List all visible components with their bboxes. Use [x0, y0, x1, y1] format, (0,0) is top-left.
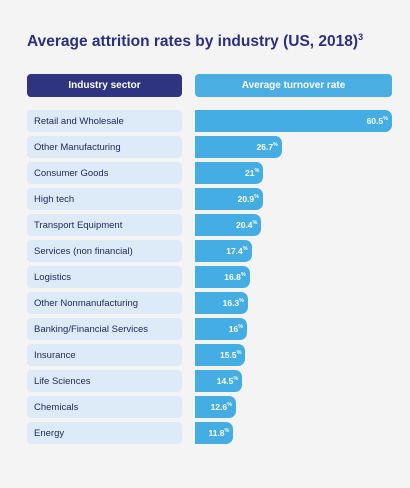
bar	[195, 214, 262, 236]
category-label: Life Sciences	[27, 370, 182, 392]
data-label: 20.9%	[237, 194, 260, 204]
bar	[195, 292, 249, 314]
bar	[195, 318, 248, 340]
data-label: 26.7%	[256, 142, 278, 152]
data-label: 16%	[228, 324, 244, 334]
bar	[195, 396, 237, 418]
category-label: Other Nonmanufacturing	[27, 292, 182, 314]
data-label: 14.5%	[216, 376, 239, 386]
chart-title-text: Average attrition rates by industry (US,…	[27, 33, 359, 50]
bar	[195, 344, 246, 366]
data-label: 20.4%	[235, 220, 258, 230]
header-industry-sector: Industry sector	[27, 74, 182, 97]
category-label: Other Manufacturing	[27, 136, 182, 158]
category-label: Banking/Financial Services	[27, 318, 182, 340]
category-label: Services (non financial)	[27, 240, 182, 262]
data-label: 16.8%	[224, 272, 246, 282]
category-label: Energy	[27, 422, 182, 444]
category-label: Retail and Wholesale	[27, 110, 182, 132]
bar	[195, 136, 282, 158]
category-label: High tech	[27, 188, 182, 210]
bar	[195, 188, 264, 210]
bar	[195, 162, 264, 184]
bar	[195, 266, 250, 288]
data-label: 11.8%	[208, 428, 230, 438]
data-label: 15.5%	[220, 350, 242, 360]
category-label: Logistics	[27, 266, 182, 288]
header-average-turnover-rate: Average turnover rate	[195, 74, 392, 97]
bar	[195, 422, 234, 444]
data-label: 16.3%	[222, 298, 245, 308]
category-label: Chemicals	[27, 396, 182, 418]
data-label: 21%	[245, 168, 260, 178]
title-footnote-marker: 3	[358, 31, 364, 42]
chart-title: Average attrition rates by industry (US,…	[27, 31, 364, 51]
category-label: Insurance	[27, 344, 182, 366]
data-label: 12.6%	[210, 402, 233, 412]
bar	[195, 240, 252, 262]
bar	[195, 110, 392, 132]
bar	[195, 370, 243, 392]
data-label: 17.4%	[226, 246, 248, 256]
data-label: 60.5%	[366, 116, 388, 126]
category-label: Consumer Goods	[27, 162, 182, 184]
category-label: Transport Equipment	[27, 214, 182, 236]
